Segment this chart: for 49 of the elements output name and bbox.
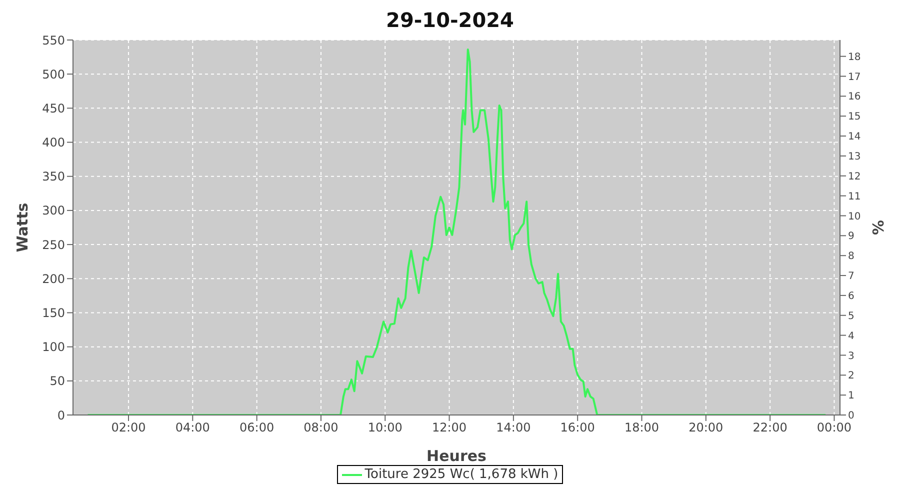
- x-tick-label: 22:00: [752, 420, 788, 435]
- x-tick-label: 06:00: [240, 420, 274, 435]
- y2-tick-label: 17: [848, 72, 861, 83]
- y2-tick-label: 18: [848, 52, 861, 63]
- y2-tick-label: 3: [848, 350, 854, 362]
- chart-title: 29-10-2024: [385, 8, 515, 32]
- y2-tick-label: 10: [848, 211, 861, 222]
- y2-tick-label: 15: [848, 112, 861, 123]
- y2-tick-label: 12: [848, 171, 861, 182]
- y-tick-label: 50: [50, 374, 65, 388]
- y2-tick-label: 13: [848, 152, 861, 163]
- x-tick-label: 02:00: [111, 420, 146, 435]
- x-tick-label: 00:00: [816, 420, 852, 435]
- y2-tick-label: 9: [848, 231, 854, 242]
- y-axis-title: Watts: [13, 202, 32, 252]
- y-tick-label: 500: [42, 67, 65, 82]
- x-tick-label: 14:00: [496, 420, 531, 435]
- line-series: [86, 48, 827, 415]
- x-tick-label: 16:00: [560, 420, 595, 435]
- x-tick-label: 20:00: [688, 420, 724, 435]
- y-tick-label: 350: [42, 170, 65, 184]
- y2-tick-label: 14: [848, 132, 861, 143]
- x-tick-label: 08:00: [304, 420, 338, 435]
- y2-tick-label: 2: [848, 370, 854, 382]
- y2-axis-title: %: [869, 220, 888, 236]
- y-tick-label: 400: [42, 136, 65, 150]
- y-tick-label: 300: [42, 204, 65, 218]
- x-tick-label: 12:00: [432, 420, 467, 435]
- x-tick-label: 10:00: [368, 420, 402, 435]
- legend-label: Toiture 2925 Wc( 1,678 kWh ): [364, 467, 558, 482]
- y-tick-label: 0: [57, 408, 65, 422]
- y-tick-label: 250: [42, 238, 65, 252]
- y2-tick-label: 6: [848, 290, 854, 302]
- x-tick-label: 04:00: [175, 420, 210, 435]
- x-axis-title: Heures: [426, 447, 487, 465]
- x-tick-label: 18:00: [624, 420, 660, 435]
- y2-tick-label: 4: [848, 330, 854, 342]
- y2-tick-label: 11: [848, 191, 861, 202]
- y-tick-label: 550: [42, 33, 65, 48]
- y2-tick-label: 16: [848, 92, 861, 103]
- y-tick-label: 200: [42, 272, 65, 286]
- y2-tick-label: 7: [848, 271, 854, 282]
- y-tick-label: 450: [42, 101, 65, 116]
- y-tick-label: 150: [42, 306, 65, 320]
- y2-tick-label: 0: [848, 410, 854, 422]
- y2-tick-label: 5: [848, 310, 854, 322]
- y-tick-label: 100: [42, 340, 65, 354]
- y2-tick-label: 8: [848, 251, 854, 262]
- y2-tick-label: 1: [848, 390, 854, 402]
